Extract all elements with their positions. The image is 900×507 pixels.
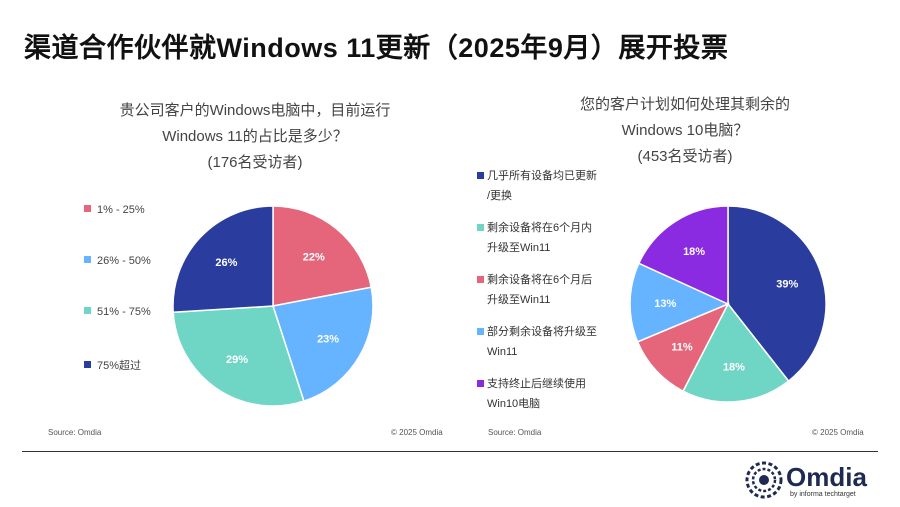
legend-label: Win10电脑 xyxy=(487,398,541,410)
legend-label: 剩余设备将在6个月后 xyxy=(487,274,593,286)
chart2-slice-3 xyxy=(636,302,730,393)
chart2-legend-item: 剩余设备将在6个月内 升级至Win11 xyxy=(477,218,612,258)
chart1-question: 贵公司客户的Windows电脑中，目前运行 Windows 11的占比是多少？ … xyxy=(100,98,410,176)
legend-swatch xyxy=(84,361,91,368)
chart2-slice-2 xyxy=(682,302,790,403)
page-title: 渠道合作伙伴就Windows 11更新（2025年9月）展开投票 xyxy=(24,33,729,63)
chart2-slice-label-5: 18% xyxy=(683,246,705,258)
chart1-slice-label-2: 23% xyxy=(317,334,339,346)
chart2-question: 您的客户计划如何处理其剩余的 Windows 10电脑？ (453名受访者) xyxy=(530,92,840,170)
chart1-slice-2 xyxy=(272,286,374,403)
legend-label: 支持终止后继续使用 xyxy=(487,378,586,390)
omdia-logo-text: Omdia xyxy=(786,462,867,492)
chart1-slice-label-4: 26% xyxy=(215,257,237,269)
legend-swatch xyxy=(84,256,91,263)
legend-label: 几乎所有设备均已更新 xyxy=(487,170,597,182)
chart1-question-line: Windows 11的占比是多少？ xyxy=(162,128,348,145)
legend-label: 部分剩余设备将升级至 xyxy=(487,326,597,338)
chart2-legend-item: 支持终止后继续使用 Win10电脑 xyxy=(477,374,612,414)
chart2-slice-label-2: 18% xyxy=(723,361,745,373)
chart2-question-line: Windows 10电脑？ xyxy=(621,122,749,139)
chart1-legend-item: 1% - 25% xyxy=(84,204,145,216)
chart2-source: Source: Omdia xyxy=(488,428,542,437)
chart1-legend-item: 51% - 75% xyxy=(84,306,151,318)
legend-label: 75%超过 xyxy=(97,360,142,372)
chart1-slice-1 xyxy=(272,205,373,307)
legend-label: 剩余设备将在6个月内 xyxy=(487,222,593,234)
legend-swatch xyxy=(477,172,484,179)
chart2-legend-item: 剩余设备将在6个月后 升级至Win11 xyxy=(477,270,612,310)
chart2-pie: 39% 18% 11% 13% 18% xyxy=(629,205,827,403)
chart2-question-line: 您的客户计划如何处理其剩余的 xyxy=(579,96,790,113)
chart2-legend-item: 部分剩余设备将升级至 Win11 xyxy=(477,322,612,362)
footer-divider xyxy=(22,451,878,452)
legend-swatch xyxy=(477,224,484,231)
legend-label: 26% - 50% xyxy=(97,255,151,267)
chart1-legend-item: 26% - 50% xyxy=(84,255,151,267)
chart2-slice-1 xyxy=(727,205,827,383)
chart2-respondents: (453名受访者) xyxy=(637,148,733,165)
omdia-logo: Omdia by informa techtarget xyxy=(744,458,884,502)
legend-swatch xyxy=(477,380,484,387)
chart1-question-line: 贵公司客户的Windows电脑中，目前运行 xyxy=(119,102,391,119)
legend-swatch xyxy=(84,307,91,314)
omdia-logo-icon xyxy=(745,461,783,499)
chart1-pie: 22% 23% 29% 26% xyxy=(172,205,374,407)
chart1-source: Source: Omdia xyxy=(48,428,102,437)
legend-label: 51% - 75% xyxy=(97,306,151,318)
chart1-slice-label-3: 29% xyxy=(226,354,248,366)
chart2-slice-4 xyxy=(629,262,730,343)
chart1-legend-item: 75%超过 xyxy=(84,357,141,373)
legend-label: 升级至Win11 xyxy=(487,242,551,254)
chart2-legend-item: 几乎所有设备均已更新/更换 xyxy=(477,166,612,206)
chart2-slice-label-1: 39% xyxy=(776,278,798,290)
legend-label: Win11 xyxy=(487,346,518,358)
legend-swatch xyxy=(477,328,484,335)
chart1-copyright: © 2025 Omdia xyxy=(391,428,443,437)
chart2-slice-5 xyxy=(637,205,729,306)
chart2-copyright: © 2025 Omdia xyxy=(812,428,864,437)
chart2-slice-label-4: 13% xyxy=(654,298,676,310)
legend-swatch xyxy=(84,205,91,212)
legend-label: 升级至Win11 xyxy=(487,294,551,306)
omdia-logo-subtitle: by informa techtarget xyxy=(790,491,856,498)
legend-label: /更换 xyxy=(487,190,513,202)
legend-swatch xyxy=(477,276,484,283)
chart2-slice-label-3: 11% xyxy=(671,342,693,354)
chart1-slice-4 xyxy=(172,205,274,314)
chart1-slice-label-1: 22% xyxy=(303,252,325,264)
legend-label: 1% - 25% xyxy=(97,204,145,216)
chart1-slice-3 xyxy=(172,305,305,407)
chart1-respondents: (176名受访者) xyxy=(207,154,303,171)
